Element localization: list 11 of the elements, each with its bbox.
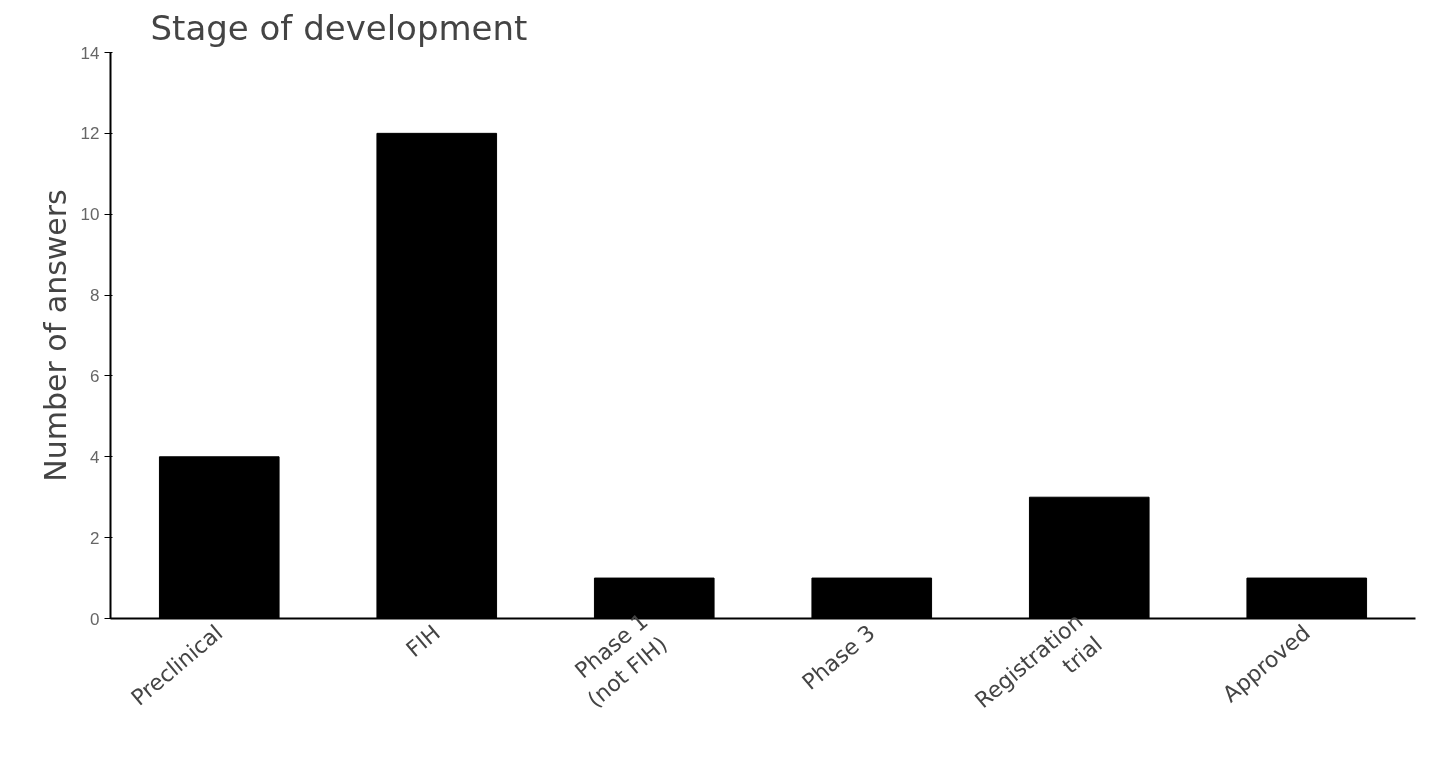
- y-axis-title: Number of answers: [37, 189, 73, 482]
- y-tick-label: 6: [90, 366, 100, 386]
- y-tick-label: 2: [90, 528, 100, 548]
- y-tick-label: 14: [80, 43, 100, 63]
- x-tick-label: FIH: [401, 619, 445, 663]
- y-tick-label: 8: [90, 286, 100, 306]
- y-tick-label: 0: [90, 609, 100, 629]
- y-tick-label: 4: [90, 447, 100, 467]
- chart-title: Stage of development: [150, 7, 528, 48]
- y-tick-label: 12: [80, 124, 100, 144]
- y-tick-label: 10: [80, 205, 100, 225]
